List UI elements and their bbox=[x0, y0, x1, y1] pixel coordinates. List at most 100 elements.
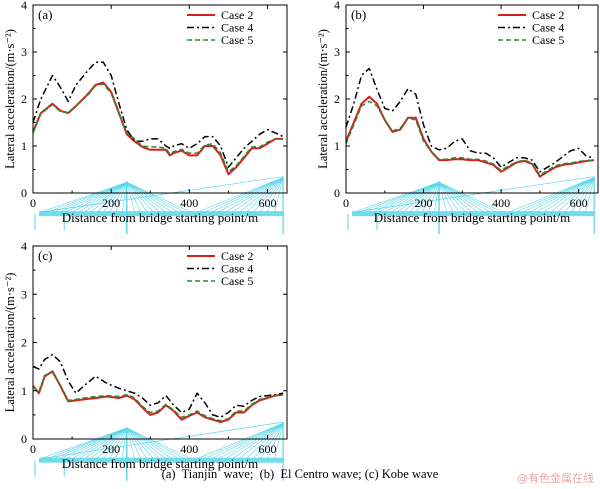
bridge-cable bbox=[225, 422, 284, 459]
bridge-cable bbox=[109, 427, 128, 459]
watermark: @有色金属在线 bbox=[517, 472, 594, 485]
y-axis-label: Lateral acceleration/(m·s⁻²) bbox=[316, 29, 330, 169]
bridge-cable bbox=[260, 422, 284, 459]
x-tick-label: 200 bbox=[102, 196, 120, 210]
x-tick-label: 0 bbox=[30, 442, 36, 456]
x-axis-label: Distance from bridge starting point/m bbox=[62, 456, 258, 471]
panel-label: (c) bbox=[38, 248, 52, 263]
series-line-case-5 bbox=[32, 83, 284, 173]
bridge-cable bbox=[40, 181, 127, 213]
legend-entry: Case 4 bbox=[532, 21, 564, 35]
x-tick-label: 0 bbox=[30, 196, 36, 210]
bridge-cable bbox=[126, 427, 167, 459]
bridge-cable bbox=[232, 177, 284, 213]
bridge-cable bbox=[366, 181, 440, 213]
bridge-cable bbox=[585, 177, 595, 213]
bridge-cable bbox=[84, 427, 127, 459]
panel-label: (b) bbox=[351, 7, 366, 22]
bridge-cable bbox=[515, 177, 595, 213]
bridge-long-cable bbox=[40, 421, 284, 460]
bridge-cable bbox=[115, 182, 128, 213]
bridge-cable bbox=[126, 182, 154, 213]
y-tick-label: 0 bbox=[334, 186, 340, 200]
bridge-cable bbox=[550, 177, 595, 213]
bridge-cable bbox=[126, 182, 167, 213]
bridge-cable bbox=[59, 181, 127, 213]
bridge-cable bbox=[397, 182, 440, 213]
bridge-cable bbox=[438, 182, 454, 213]
bridge-cable bbox=[46, 427, 127, 459]
bridge-schematic bbox=[347, 176, 595, 235]
legend-entry: Case 4 bbox=[221, 21, 253, 35]
bridge-cable bbox=[359, 181, 440, 213]
bridge-cable bbox=[225, 177, 284, 213]
figure-caption: (a) Tianjin wave; (b) El Centro wave; (c… bbox=[161, 467, 439, 481]
bridge-cable bbox=[197, 422, 284, 459]
bridge-cable bbox=[384, 181, 440, 213]
bridge-long-cable bbox=[40, 176, 284, 213]
bridge-cable bbox=[126, 427, 135, 459]
bridge-cable bbox=[438, 181, 491, 213]
bridge-deck bbox=[352, 211, 594, 217]
y-axis-label: Lateral acceleration/(m·s⁻²) bbox=[3, 29, 17, 169]
x-tick-label: 200 bbox=[415, 196, 433, 210]
chart-panel-1: 0 200 400 600 0 1 2 3 4 Distance from bridge star… bbox=[3, 0, 288, 235]
bridge-cable bbox=[508, 177, 595, 213]
y-tick-label: 2 bbox=[21, 92, 27, 106]
bridge-cable bbox=[246, 422, 284, 459]
x-tick-label: 600 bbox=[258, 196, 276, 210]
y-tick-label: 0 bbox=[21, 432, 27, 446]
y-tick-label: 3 bbox=[334, 45, 340, 59]
bridge-cable bbox=[109, 182, 128, 213]
bridge-cable bbox=[53, 427, 127, 459]
bridge-cable bbox=[197, 177, 284, 213]
series-line-case-2 bbox=[32, 81, 284, 176]
bridge-cable bbox=[564, 177, 595, 213]
bridge-cable bbox=[427, 182, 440, 213]
bridge-cable bbox=[438, 182, 448, 213]
bridge-cable bbox=[59, 427, 127, 459]
bridge-cable bbox=[403, 182, 440, 213]
bridge-cable bbox=[415, 182, 440, 213]
series-line-case-4 bbox=[32, 353, 284, 419]
bridge-schematic bbox=[34, 421, 284, 481]
bridge-cable bbox=[84, 182, 127, 213]
x-tick-label: 400 bbox=[180, 442, 198, 456]
legend-entry: Case 5 bbox=[221, 274, 253, 288]
series-line-case-4 bbox=[32, 61, 284, 168]
bridge-cable bbox=[421, 182, 440, 213]
bridge-cable bbox=[126, 182, 135, 213]
bridge-cable bbox=[253, 177, 284, 213]
x-axis-label: Distance from bridge starting point/m bbox=[62, 210, 258, 225]
legend-entry: Case 4 bbox=[221, 262, 253, 276]
bridge-cable bbox=[103, 427, 128, 459]
x-tick-label: 400 bbox=[180, 196, 198, 210]
bridge-cable bbox=[239, 422, 284, 459]
bridge-cable bbox=[232, 422, 284, 459]
bridge-cable bbox=[126, 181, 179, 213]
chart-panel-3: 0 200 400 600 0 1 2 3 4 Distance from bridge star… bbox=[3, 239, 288, 481]
bridge-deck bbox=[39, 211, 283, 217]
y-tick-label: 0 bbox=[21, 186, 27, 200]
bridge-cable bbox=[126, 427, 173, 459]
bridge-cable bbox=[211, 422, 284, 459]
series-line-case-2 bbox=[345, 95, 595, 178]
bridge-cable bbox=[529, 177, 595, 213]
y-axis-label: Lateral acceleration/(m·s⁻²) bbox=[3, 273, 17, 413]
bridge-cable bbox=[438, 181, 503, 213]
bridge-cable bbox=[46, 181, 127, 213]
x-tick-label: 0 bbox=[343, 196, 349, 210]
bridge-cable bbox=[121, 427, 128, 459]
bridge-cable bbox=[372, 181, 440, 213]
y-tick-label: 1 bbox=[334, 139, 340, 153]
y-tick-label: 3 bbox=[21, 45, 27, 59]
y-tick-label: 1 bbox=[21, 384, 27, 398]
x-tick-label: 200 bbox=[102, 442, 120, 456]
panel-label: (a) bbox=[38, 7, 52, 22]
bridge-cable bbox=[260, 177, 284, 213]
bridge-cable bbox=[78, 181, 127, 213]
x-tick-label: 400 bbox=[492, 196, 510, 210]
